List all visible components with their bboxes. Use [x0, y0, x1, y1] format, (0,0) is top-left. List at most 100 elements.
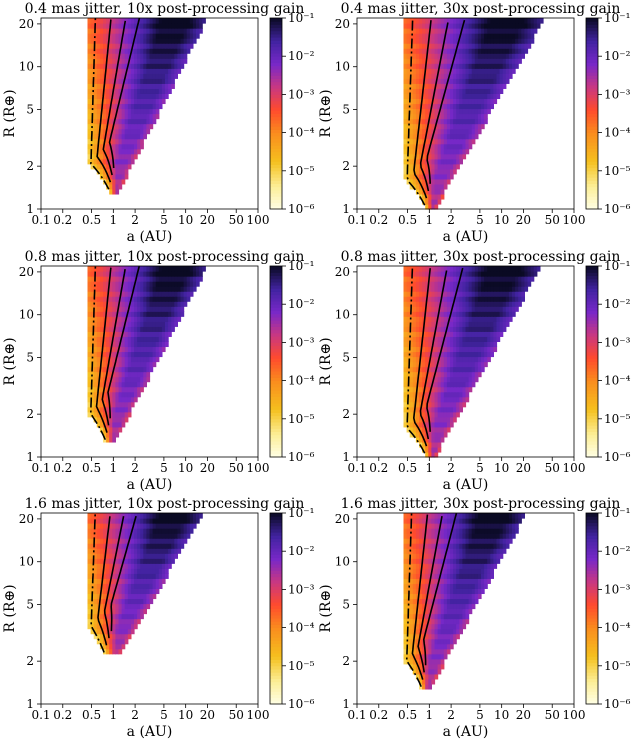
- heatmap-cell: [158, 33, 163, 39]
- heatmap-cell: [109, 28, 113, 34]
- heatmap-cell: [490, 28, 494, 34]
- heatmap-cell: [409, 123, 414, 130]
- colorbar-segment: [270, 659, 282, 664]
- heatmap-cell: [90, 553, 95, 559]
- heatmap-cell: [183, 291, 188, 297]
- heatmap-cell: [143, 311, 147, 317]
- heatmap-cell: [406, 73, 411, 79]
- heatmap-cell: [428, 148, 432, 155]
- heatmap-cell: [109, 568, 113, 574]
- heatmap-cell: [112, 68, 116, 74]
- heatmap-cell: [134, 603, 138, 610]
- heatmap-cell: [419, 436, 423, 443]
- heatmap-cell: [199, 28, 203, 34]
- colorbar-segment: [270, 304, 282, 308]
- heatmap-cell: [406, 88, 411, 94]
- heatmap-cell: [456, 93, 460, 100]
- heatmap-cell: [106, 276, 110, 282]
- heatmap-cell: [127, 568, 132, 574]
- heatmap-cell: [515, 53, 519, 59]
- heatmap-cell: [149, 266, 154, 272]
- heatmap-cell: [177, 18, 182, 24]
- colorbar-segment: [270, 40, 282, 44]
- contour-line: [97, 516, 111, 646]
- heatmap-cell: [112, 543, 116, 549]
- heatmap-cell: [446, 281, 451, 287]
- heatmap-cell: [409, 426, 414, 433]
- heatmap-cell: [521, 53, 525, 59]
- heatmap-cell: [468, 28, 473, 34]
- colorbar-segment: [270, 614, 282, 619]
- heatmap-cell: [505, 296, 510, 302]
- heatmap-cell: [121, 321, 126, 327]
- heatmap-cell: [484, 58, 488, 64]
- heatmap-cell: [490, 68, 494, 74]
- heatmap-cell: [118, 281, 123, 287]
- heatmap-cell: [134, 148, 138, 155]
- heatmap-cell: [443, 53, 448, 59]
- colorbar-segment: [270, 107, 282, 111]
- heatmap-cell: [99, 128, 104, 135]
- heatmap-cell: [118, 266, 123, 272]
- heatmap-cell: [121, 306, 126, 312]
- heatmap-cell: [515, 306, 519, 312]
- heatmap-cell: [419, 401, 423, 408]
- heatmap-cell: [431, 168, 436, 175]
- heatmap-cell: [440, 83, 445, 89]
- heatmap-cell: [130, 118, 135, 125]
- heatmap-cell: [409, 158, 414, 165]
- heatmap-cell: [437, 421, 442, 428]
- heatmap-cell: [109, 523, 113, 529]
- heatmap-cell: [434, 68, 439, 74]
- heatmap-cell: [403, 73, 408, 79]
- heatmap-cell: [130, 143, 135, 150]
- heatmap-cell: [143, 603, 147, 610]
- heatmap-cell: [406, 336, 411, 342]
- heatmap-cell: [425, 653, 429, 660]
- y-tick-label: 5: [26, 351, 34, 365]
- colorbar-segment: [270, 535, 282, 539]
- heatmap-cell: [505, 23, 510, 29]
- heatmap-cell: [490, 48, 494, 54]
- heatmap-cell: [180, 266, 185, 272]
- heatmap-cell: [93, 321, 98, 327]
- heatmap-cell: [403, 301, 408, 307]
- heatmap-cell: [505, 18, 510, 24]
- heatmap-cell: [109, 291, 113, 297]
- colorbar-segment: [586, 88, 598, 92]
- heatmap-cell: [434, 98, 439, 105]
- heatmap-cell: [118, 543, 123, 549]
- heatmap-cell: [143, 563, 147, 569]
- heatmap-cell: [443, 183, 448, 190]
- heatmap-cell: [425, 381, 429, 388]
- heatmap-cell: [109, 163, 113, 170]
- heatmap-cell: [422, 683, 426, 690]
- heatmap-cell: [186, 266, 191, 272]
- heatmap-cell: [481, 311, 485, 317]
- heatmap-cell: [130, 533, 135, 539]
- heatmap-cell: [134, 138, 138, 145]
- heatmap-cell: [158, 533, 163, 539]
- heatmap-cell: [112, 28, 116, 34]
- heatmap-cell: [183, 301, 188, 307]
- heatmap-cell: [103, 33, 107, 39]
- heatmap-cell: [431, 143, 436, 150]
- heatmap-cell: [96, 528, 101, 534]
- heatmap-cell: [459, 396, 463, 403]
- heatmap-cell: [90, 83, 95, 89]
- heatmap-cell: [471, 83, 476, 89]
- heatmap-cell: [415, 371, 420, 378]
- heatmap-cell: [127, 563, 132, 569]
- heatmap-cell: [152, 108, 157, 115]
- heatmap-cell: [99, 628, 104, 635]
- heatmap-cell: [121, 113, 126, 120]
- x-tick-label: 0.5: [82, 213, 101, 227]
- heatmap-cell: [459, 53, 463, 59]
- heatmap-cell: [161, 533, 166, 539]
- heatmap-cell: [96, 296, 101, 302]
- heatmap-cell: [152, 533, 157, 539]
- heatmap-cell: [137, 558, 141, 564]
- heatmap-cell: [453, 396, 457, 403]
- heatmap-cell: [412, 321, 417, 327]
- heatmap-cell: [168, 533, 172, 539]
